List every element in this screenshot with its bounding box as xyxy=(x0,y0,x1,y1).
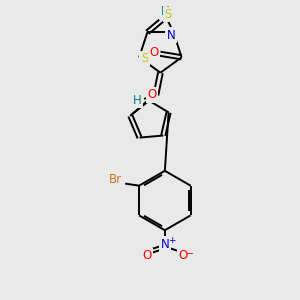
Text: N: N xyxy=(167,29,176,42)
Text: H: H xyxy=(161,5,170,18)
Text: O: O xyxy=(149,46,158,59)
Text: S: S xyxy=(164,8,172,21)
Text: +: + xyxy=(168,236,175,244)
Text: Br: Br xyxy=(109,173,122,186)
Text: O: O xyxy=(147,88,156,101)
Text: −: − xyxy=(186,249,194,259)
Text: O: O xyxy=(142,249,152,262)
Text: H: H xyxy=(133,94,142,107)
Text: O: O xyxy=(178,249,187,262)
Text: S: S xyxy=(141,52,148,65)
Text: N: N xyxy=(160,238,169,251)
